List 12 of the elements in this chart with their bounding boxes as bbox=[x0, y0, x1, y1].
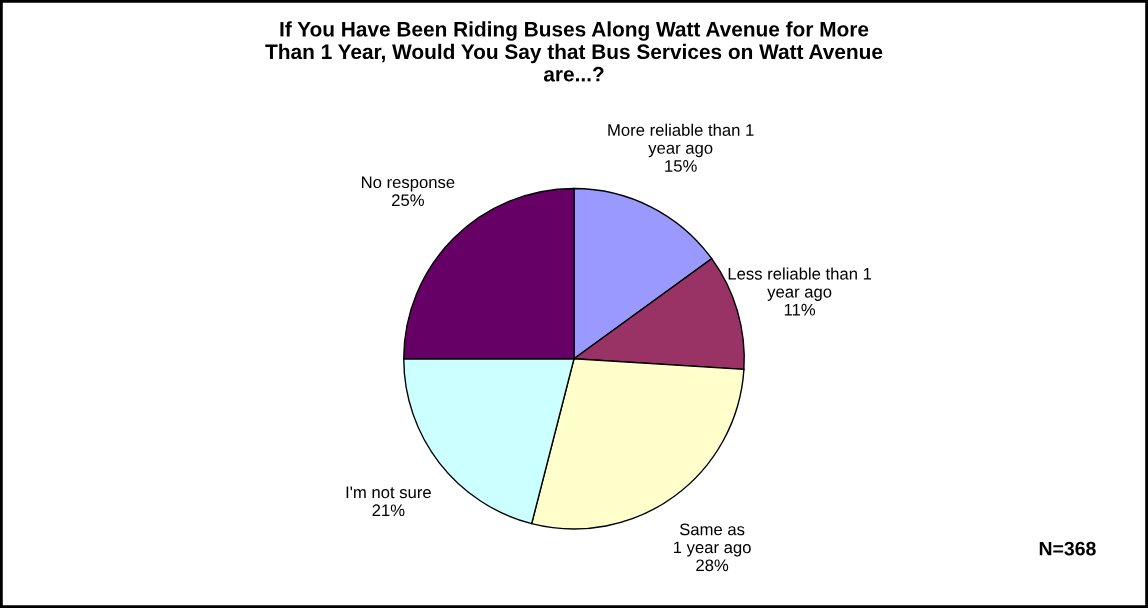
chart-title: If You Have Been Riding Buses Along Watt Avenue for More Than 1 Year, Would You Say that Bus Services on Watt Avenue are...? bbox=[265, 21, 883, 82]
data-label: 15% bbox=[665, 160, 697, 172]
text: N=368 bbox=[1039, 541, 1096, 556]
slice-label: More reliable than 1 year ago bbox=[608, 123, 754, 158]
slice-label: Same as 1 year ago bbox=[673, 523, 751, 557]
data-label: 25% bbox=[392, 194, 424, 207]
slice-label: I'm not sure bbox=[346, 486, 431, 499]
slice-label: Less reliable than 1 year ago bbox=[728, 267, 872, 301]
data-label: 28% bbox=[696, 559, 729, 572]
data-label: 21% bbox=[372, 504, 405, 517]
data-label: 11% bbox=[784, 303, 816, 316]
slice-label: No response bbox=[362, 176, 455, 192]
